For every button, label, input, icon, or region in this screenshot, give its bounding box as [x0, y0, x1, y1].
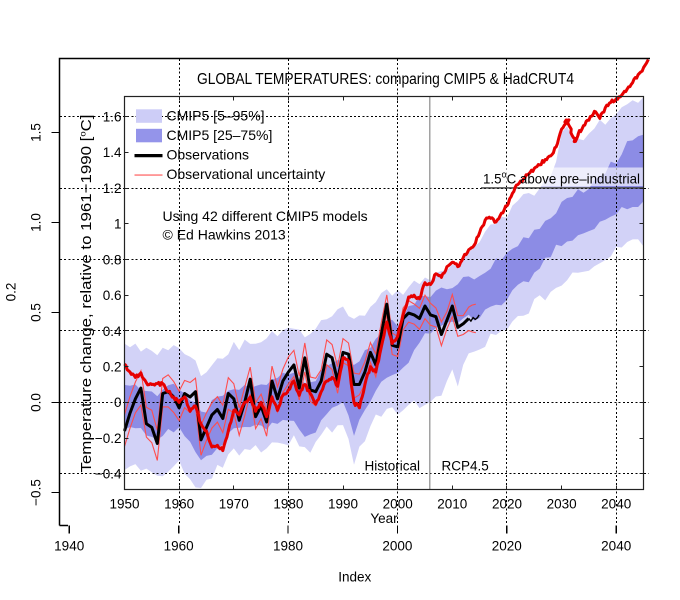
svg-text:Using 42 different CMIP5 model: Using 42 different CMIP5 models	[163, 208, 368, 224]
svg-text:1.0: 1.0	[29, 213, 44, 232]
svg-text:−0.5: −0.5	[29, 479, 44, 506]
svg-text:2020: 2020	[492, 497, 522, 512]
svg-text:1.5: 1.5	[29, 123, 44, 142]
svg-text:1960: 1960	[164, 497, 194, 512]
svg-text:1980: 1980	[273, 539, 303, 554]
svg-text:1: 1	[114, 217, 122, 232]
svg-text:2030: 2030	[547, 497, 577, 512]
svg-text:0.5: 0.5	[29, 303, 44, 322]
svg-text:2040: 2040	[601, 539, 631, 554]
svg-text:1990: 1990	[328, 497, 358, 512]
svg-text:Historical: Historical	[364, 459, 420, 474]
svg-text:−0.2: −0.2	[95, 431, 122, 446]
svg-text:0.4: 0.4	[103, 324, 122, 339]
svg-text:2000: 2000	[383, 497, 413, 512]
svg-text:CMIP5 [25–75%]: CMIP5 [25–75%]	[167, 127, 273, 143]
svg-text:1960: 1960	[164, 539, 194, 554]
svg-text:GLOBAL TEMPERATURES: comparing: GLOBAL TEMPERATURES: comparing CMIP5 & H…	[197, 71, 574, 88]
svg-text:0.2: 0.2	[4, 283, 19, 302]
svg-text:1.2: 1.2	[103, 181, 122, 196]
svg-text:© Ed Hawkins 2013: © Ed Hawkins 2013	[163, 226, 286, 242]
svg-text:Year: Year	[370, 511, 398, 526]
svg-text:0.6: 0.6	[103, 288, 122, 303]
svg-text:1970: 1970	[219, 497, 249, 512]
svg-text:Observational uncertainty: Observational uncertainty	[167, 166, 326, 182]
svg-text:0.0: 0.0	[29, 393, 44, 412]
svg-text:0.8: 0.8	[103, 252, 122, 267]
svg-text:0.2: 0.2	[103, 360, 122, 375]
svg-text:CMIP5 [5–95%]: CMIP5 [5–95%]	[167, 107, 265, 123]
svg-text:2040: 2040	[601, 497, 631, 512]
svg-text:2000: 2000	[382, 539, 412, 554]
svg-text:1.6: 1.6	[103, 109, 122, 124]
svg-text:1950: 1950	[109, 497, 139, 512]
svg-text:0: 0	[114, 395, 122, 410]
svg-text:1.5oC above pre–industrial: 1.5oC above pre–industrial	[483, 169, 640, 186]
svg-text:2020: 2020	[492, 539, 522, 554]
svg-text:1.4: 1.4	[103, 145, 122, 160]
svg-text:1980: 1980	[273, 497, 303, 512]
svg-text:Temperature change, relative t: Temperature change, relative to 1961−199…	[78, 115, 96, 473]
svg-text:RCP4.5: RCP4.5	[442, 459, 489, 474]
svg-text:−0.4: −0.4	[95, 467, 122, 482]
svg-text:Index: Index	[338, 570, 371, 585]
svg-text:1940: 1940	[54, 539, 84, 554]
svg-text:Observations: Observations	[167, 146, 249, 162]
svg-text:2010: 2010	[437, 497, 467, 512]
